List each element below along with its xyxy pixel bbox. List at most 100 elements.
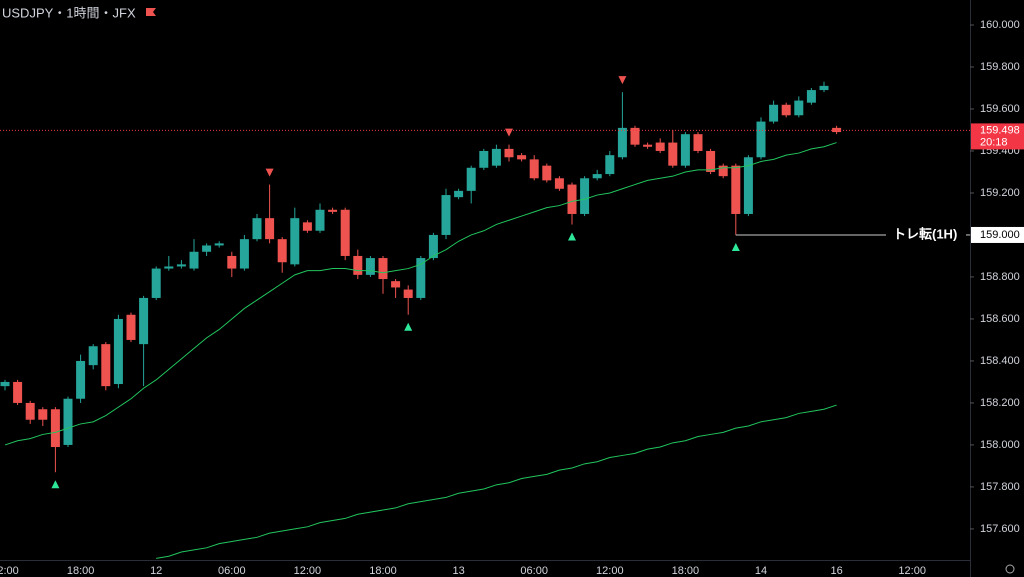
candle-body — [580, 178, 590, 214]
candle-body — [340, 209, 350, 256]
x-tick-label: 18:00 — [67, 565, 95, 577]
candle-body — [252, 218, 262, 240]
x-tick-label: 06:00 — [218, 565, 246, 577]
candle-body — [214, 243, 224, 246]
candle-body — [88, 346, 98, 366]
signal-up — [568, 232, 576, 241]
candle-body — [378, 258, 388, 280]
signal-down — [618, 76, 627, 85]
level-name: トレ転(1H) — [893, 226, 957, 241]
y-tick-label: 158.200 — [980, 397, 1020, 409]
x-tick-label: 12:00 — [294, 565, 322, 577]
candle-body — [655, 142, 665, 151]
x-tick-label: 13 — [452, 565, 464, 577]
candle-body — [50, 409, 60, 448]
x-tick-label: 12:00 — [898, 565, 926, 577]
candle-body — [265, 218, 275, 240]
countdown: 20:18 — [980, 136, 1008, 148]
candle-body — [403, 289, 413, 298]
signal-down — [265, 168, 274, 177]
candle-body — [479, 150, 489, 168]
candle-body — [542, 165, 552, 181]
candle-body — [25, 402, 35, 420]
signal-up — [731, 242, 740, 251]
candle-body — [617, 127, 627, 158]
candle-body — [819, 85, 829, 91]
candle-body — [151, 268, 161, 298]
candle-body — [605, 155, 615, 175]
last-price-label: 159.498 — [980, 124, 1020, 136]
candle-body — [718, 165, 728, 177]
candle-body — [517, 155, 527, 160]
candle-body — [176, 264, 186, 267]
candle-body — [693, 134, 703, 151]
candle-body — [302, 222, 312, 231]
x-tick-label: 12 — [150, 565, 162, 577]
candle-body — [101, 344, 111, 387]
candle-body — [113, 318, 123, 385]
candle-body — [315, 209, 325, 231]
candle-body — [63, 398, 73, 445]
flag-icon — [146, 8, 156, 16]
candle-body — [416, 258, 426, 298]
candle-body — [706, 150, 716, 172]
y-tick-label: 157.600 — [980, 523, 1020, 535]
x-tick-label: 14 — [755, 565, 767, 577]
candle-body — [239, 239, 249, 269]
candle-body — [202, 245, 212, 252]
candle-body — [668, 142, 678, 166]
y-tick-label: 158.800 — [980, 271, 1020, 283]
x-tick-label: 18:00 — [369, 565, 397, 577]
y-tick-label: 158.400 — [980, 355, 1020, 367]
candle-body — [567, 184, 577, 214]
x-tick-label: 12:00 — [596, 565, 624, 577]
y-tick-label: 160.000 — [980, 19, 1020, 31]
candle-body — [290, 218, 300, 265]
last-price-box — [971, 123, 1024, 150]
settings-icon[interactable] — [1005, 564, 1015, 574]
y-tick-label: 158.000 — [980, 439, 1020, 451]
candle-body — [227, 255, 237, 269]
candle-body — [0, 381, 10, 387]
candle-body — [504, 148, 514, 158]
candle-body — [466, 167, 476, 191]
candle-body — [731, 165, 741, 214]
level-label: 159.000 — [980, 229, 1020, 241]
x-tick-label: 16 — [830, 565, 842, 577]
x-tick-label: 18:00 — [672, 565, 700, 577]
y-tick-label: 158.600 — [980, 313, 1020, 325]
candle-body — [76, 360, 86, 399]
candle-body — [680, 134, 690, 166]
candle-body — [529, 159, 539, 179]
y-tick-label: 159.600 — [980, 103, 1020, 115]
moving-average — [4, 142, 837, 446]
candle-body — [454, 190, 464, 198]
signal-up — [51, 480, 60, 489]
candle-body — [391, 281, 401, 288]
candle-body — [832, 127, 842, 133]
candle-body — [428, 234, 438, 259]
candle-body — [756, 121, 766, 158]
candle-body — [806, 90, 816, 103]
candle-body — [328, 209, 338, 212]
chart-title: USDJPY・1時間・JFX — [2, 5, 136, 20]
candle-body — [554, 178, 564, 189]
candle-body — [365, 258, 375, 275]
candle-body — [164, 266, 174, 269]
level-box — [971, 226, 1024, 243]
x-tick-label: 06:00 — [520, 565, 548, 577]
candle-body — [13, 381, 23, 403]
y-tick-label: 159.800 — [980, 61, 1020, 73]
candle-body — [126, 314, 136, 340]
x-tick-label: 12:00 — [0, 565, 19, 577]
candle-body — [441, 195, 451, 235]
candle-body — [38, 409, 48, 420]
candle-body — [743, 157, 753, 214]
candle-body — [353, 255, 363, 275]
candle-body — [794, 100, 804, 116]
candle-body — [277, 239, 287, 263]
candle-body — [139, 297, 149, 345]
candle-body — [592, 174, 602, 179]
